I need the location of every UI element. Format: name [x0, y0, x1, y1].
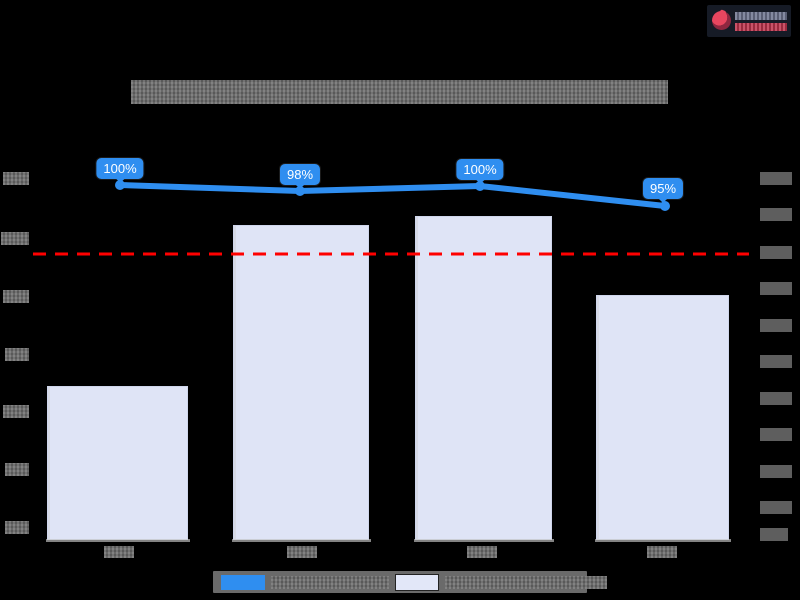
y-axis-right-tick-label [760, 246, 792, 259]
company-logo [707, 5, 791, 37]
logo-wordmark-line-2 [735, 23, 787, 31]
y-axis-right-tick-label [760, 355, 792, 368]
y-axis-right-tick-label [760, 392, 792, 405]
x-axis-tick-label [647, 546, 677, 558]
bar-series-item [414, 216, 554, 542]
y-axis-right-tick-label [760, 319, 792, 332]
y-axis-right-tick-label [760, 501, 792, 514]
y-axis-left-tick-label [3, 405, 29, 418]
bar-series-item [46, 386, 190, 542]
plot-area [33, 168, 749, 542]
legend-swatch-line [221, 574, 265, 590]
data-label: 95% [642, 178, 684, 203]
y-axis-left-tick-label [3, 172, 29, 185]
legend-label-line [271, 575, 389, 589]
y-axis-left-tick-label [1, 232, 29, 245]
x-axis-tick-label [467, 546, 497, 558]
x-axis-tick-label [287, 546, 317, 558]
chart-legend [213, 571, 607, 593]
logo-mark-icon [712, 11, 731, 30]
y-axis-right-tick-label [760, 172, 792, 185]
y-axis-right-tick-label [760, 428, 792, 441]
y-axis-left-tick-label [5, 463, 29, 476]
x-axis-tick-label [104, 546, 134, 558]
bar-series-item [232, 225, 371, 542]
y-axis-left-tick-label [5, 521, 29, 534]
y-axis-left-tick-label [5, 348, 29, 361]
data-label: 100% [456, 159, 504, 184]
y-axis-right-tick-label [760, 208, 792, 221]
legend-label-bar [445, 575, 607, 589]
page-title [131, 80, 668, 104]
y-axis-right-tick-label [760, 282, 792, 295]
data-label: 100% [96, 158, 144, 183]
legend-swatch-bar [395, 573, 439, 591]
y-axis-right-tick-label [760, 528, 788, 541]
logo-wordmark-line-1 [735, 12, 787, 20]
y-axis-right-tick-label [760, 465, 792, 478]
y-axis-left-tick-label [3, 290, 29, 303]
bar-series-item [595, 295, 731, 542]
data-label: 98% [279, 164, 321, 189]
